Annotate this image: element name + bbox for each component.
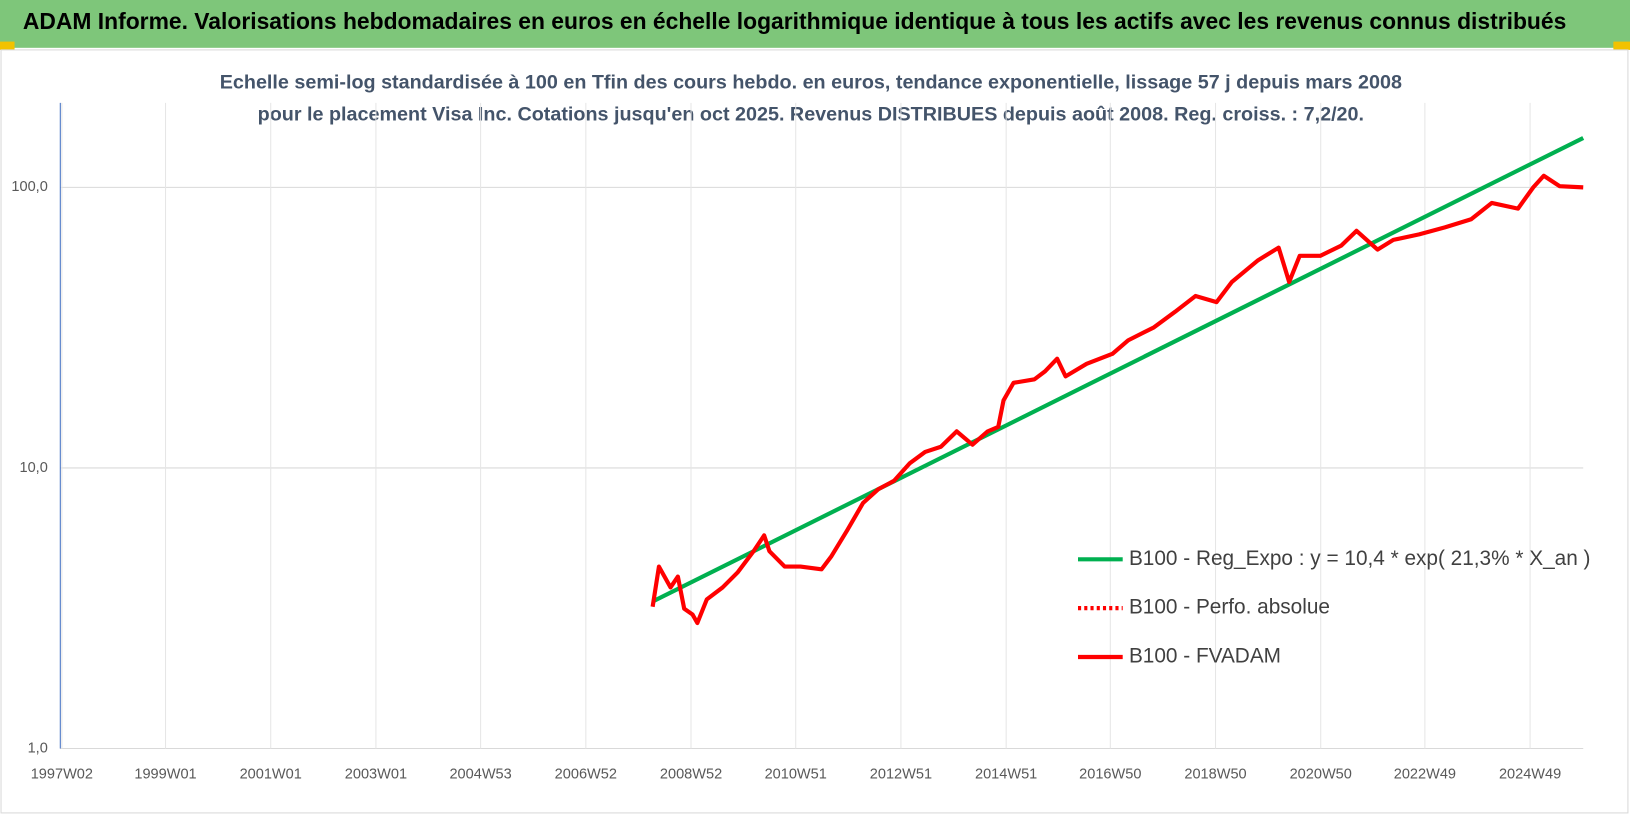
x-tick-label: 2022W49 bbox=[1394, 766, 1456, 782]
legend-label: B100 - FVADAM bbox=[1129, 644, 1281, 667]
series-line bbox=[650, 173, 1584, 626]
x-tick-label: 2010W51 bbox=[765, 766, 827, 782]
y-tick-label: 1,0 bbox=[28, 740, 48, 756]
x-tick-label: 2008W52 bbox=[660, 766, 722, 782]
x-tick-label: 2016W50 bbox=[1079, 766, 1141, 782]
x-tick-label: 2001W01 bbox=[240, 766, 302, 782]
legend-label: B100 - Perfo. absolue bbox=[1129, 596, 1330, 619]
plot bbox=[650, 136, 1585, 626]
series-line bbox=[651, 136, 1585, 604]
page-title: ADAM Informe. Valorisations hebdomadaire… bbox=[23, 8, 1566, 34]
x-tick-label: 2018W50 bbox=[1184, 766, 1246, 782]
x-tick-label: 2012W51 bbox=[870, 766, 932, 782]
legend: B100 - Reg_Expo : y = 10,4 * exp( 21,3% … bbox=[1078, 547, 1591, 667]
x-tick-label: 2014W51 bbox=[975, 766, 1037, 782]
x-tick-label: 1999W01 bbox=[134, 766, 196, 782]
x-tick-label: 2006W52 bbox=[555, 766, 617, 782]
grid: 1,0 10,0 100,0 1997W02 1999W01 2001W01 2003W01… bbox=[11, 102, 1584, 782]
chart-border bbox=[0, 49, 1629, 814]
x-tick-label: 1997W02 bbox=[31, 766, 93, 782]
x-tick-label: 2004W53 bbox=[449, 766, 511, 782]
x-tick-label: 2020W50 bbox=[1290, 766, 1352, 782]
x-tick-label: 2003W01 bbox=[345, 766, 407, 782]
legend-label: B100 - Reg_Expo : y = 10,4 * exp( 21,3% … bbox=[1129, 547, 1591, 570]
chart-title-box: Echelle semi-log standardisée à 100 en T… bbox=[219, 71, 1402, 126]
chart-title: Echelle semi-log standardisée à 100 en T… bbox=[219, 71, 1402, 126]
corner bbox=[1613, 41, 1630, 50]
corner bbox=[0, 41, 15, 50]
header-bar bbox=[0, 0, 1630, 48]
y-tick-label: 100,0 bbox=[11, 179, 47, 195]
y-tick-label: 10,0 bbox=[20, 460, 48, 476]
x-tick-label: 2024W49 bbox=[1499, 766, 1561, 782]
